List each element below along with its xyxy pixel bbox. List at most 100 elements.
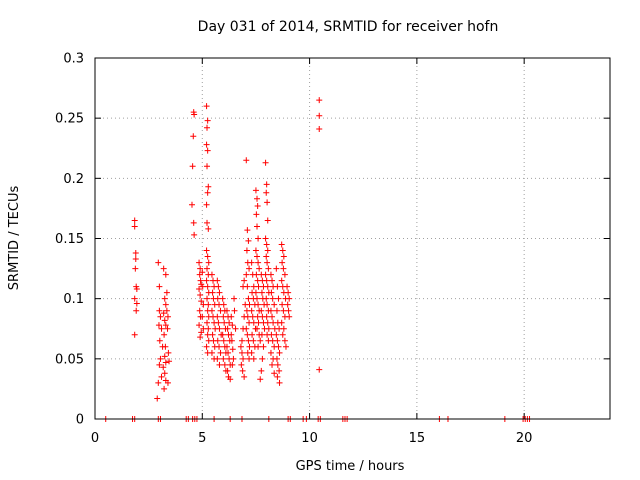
data-point xyxy=(279,331,286,338)
data-point xyxy=(156,307,163,314)
data-point xyxy=(255,301,262,308)
data-point xyxy=(278,319,285,326)
data-point xyxy=(229,361,236,368)
plot-frame xyxy=(94,57,611,420)
data-point xyxy=(204,295,211,302)
data-point xyxy=(203,247,210,254)
data-point xyxy=(203,277,210,284)
data-point xyxy=(264,199,271,206)
data-point xyxy=(282,343,289,350)
data-point xyxy=(214,277,221,284)
data-point xyxy=(250,355,257,362)
data-point xyxy=(264,319,271,326)
data-point xyxy=(276,349,283,356)
data-point xyxy=(219,295,226,302)
data-point xyxy=(245,237,252,244)
data-point xyxy=(199,313,206,320)
data-point xyxy=(262,235,269,242)
data-point xyxy=(255,343,262,350)
x-tick-label: 15 xyxy=(409,431,426,446)
data-point xyxy=(197,292,204,299)
data-point xyxy=(263,313,270,320)
data-point xyxy=(271,301,278,308)
data-point xyxy=(264,283,271,290)
data-point xyxy=(133,286,140,293)
data-point xyxy=(156,337,163,344)
data-point xyxy=(208,307,215,314)
data-point xyxy=(273,331,280,338)
data-point xyxy=(205,183,212,190)
data-point xyxy=(255,235,262,242)
data-point xyxy=(196,322,203,329)
data-point xyxy=(281,271,288,278)
data-point xyxy=(155,379,162,386)
data-point xyxy=(263,181,270,188)
data-point xyxy=(237,343,244,350)
data-point xyxy=(280,265,287,272)
data-point xyxy=(267,349,274,356)
data-point xyxy=(243,247,250,254)
y-tick-label: 0 xyxy=(76,413,84,428)
data-point xyxy=(164,379,171,386)
data-point xyxy=(257,337,264,344)
data-point xyxy=(217,349,224,356)
data-point xyxy=(279,259,286,266)
data-point xyxy=(221,361,228,368)
data-point xyxy=(203,201,210,208)
data-point xyxy=(269,313,276,320)
data-point xyxy=(159,343,166,350)
data-point xyxy=(252,289,259,296)
data-point xyxy=(199,269,206,276)
data-point xyxy=(248,307,255,314)
data-point xyxy=(286,313,293,320)
data-point xyxy=(196,286,203,293)
data-point xyxy=(216,361,223,368)
data-point xyxy=(262,159,269,166)
data-point xyxy=(285,289,292,296)
data-point xyxy=(162,322,169,329)
data-point xyxy=(269,361,276,368)
data-point xyxy=(265,325,272,332)
data-point xyxy=(274,283,281,290)
data-point xyxy=(209,289,216,296)
data-point xyxy=(191,231,198,238)
data-point xyxy=(243,157,250,164)
data-point xyxy=(224,367,231,374)
data-point xyxy=(163,289,170,296)
data-point xyxy=(262,271,269,278)
data-point xyxy=(205,225,212,232)
data-point xyxy=(250,337,257,344)
x-tick-label: 20 xyxy=(516,431,533,446)
data-point xyxy=(132,255,139,262)
data-point xyxy=(254,253,261,260)
data-series-srmtid xyxy=(102,97,533,422)
data-point xyxy=(243,271,250,278)
y-tick-label: 0.15 xyxy=(55,232,84,247)
data-point xyxy=(258,367,265,374)
data-point xyxy=(190,219,197,226)
data-point xyxy=(281,337,288,344)
y-axis-label: SRMTID / TECUs xyxy=(7,186,22,291)
data-point xyxy=(258,289,265,296)
data-point xyxy=(264,217,271,224)
data-point xyxy=(203,343,210,350)
data-point xyxy=(239,367,246,374)
data-point xyxy=(273,307,280,314)
data-point xyxy=(263,295,270,302)
data-point xyxy=(279,247,286,254)
data-point xyxy=(241,373,248,380)
data-point xyxy=(208,271,215,278)
data-point xyxy=(161,370,168,377)
data-point xyxy=(198,298,205,305)
data-point xyxy=(216,325,223,332)
data-point xyxy=(158,325,165,332)
data-point xyxy=(216,289,223,296)
data-point xyxy=(216,343,223,350)
data-point xyxy=(263,189,270,196)
data-point xyxy=(280,253,287,260)
data-point xyxy=(267,307,274,314)
data-point xyxy=(157,313,164,320)
data-point xyxy=(253,211,260,218)
data-point xyxy=(157,355,164,362)
